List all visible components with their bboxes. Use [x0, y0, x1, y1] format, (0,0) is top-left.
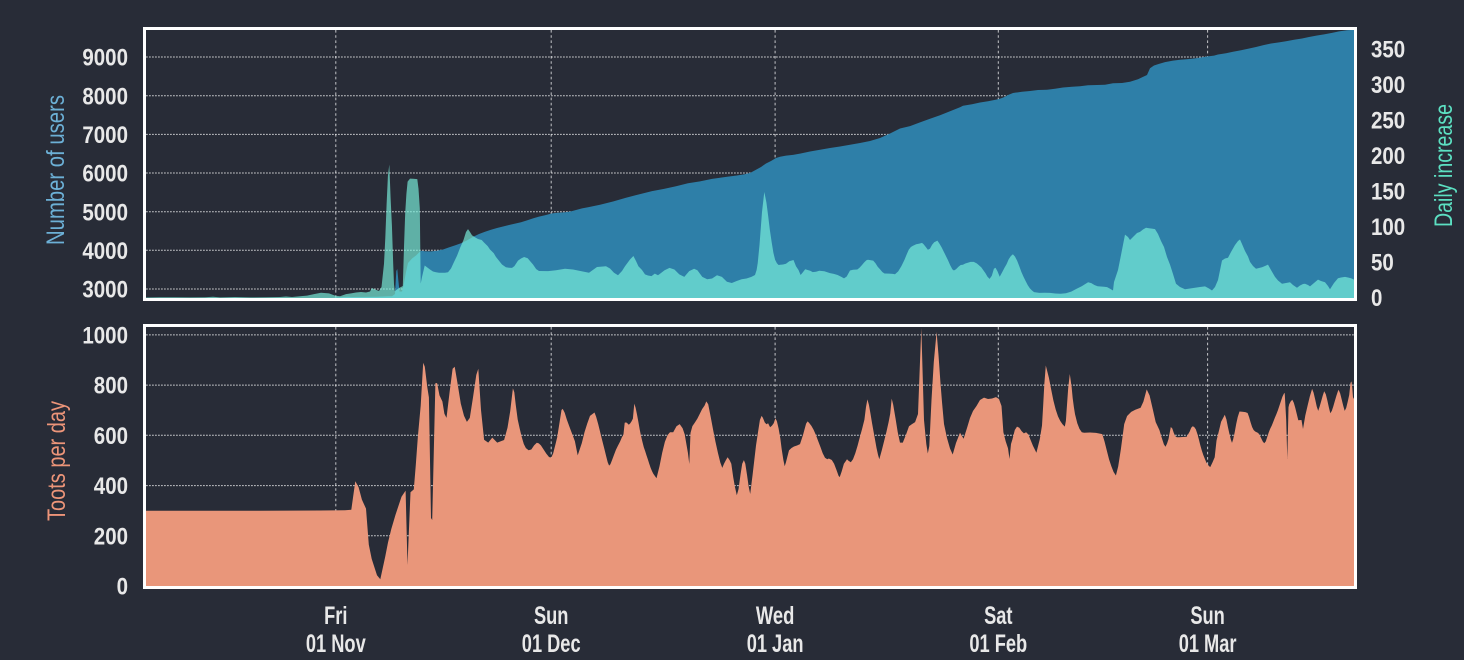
svg-text:7000: 7000	[82, 122, 128, 149]
svg-text:50: 50	[1371, 250, 1394, 277]
svg-text:9000: 9000	[82, 45, 128, 72]
svg-text:0: 0	[1371, 285, 1382, 312]
svg-text:Toots per day: Toots per day	[43, 401, 71, 521]
svg-text:01 Dec: 01 Dec	[522, 630, 581, 658]
svg-text:Number of users: Number of users	[42, 95, 70, 245]
svg-text:600: 600	[94, 423, 128, 450]
svg-text:0: 0	[117, 574, 128, 601]
svg-text:250: 250	[1371, 108, 1405, 135]
svg-text:5000: 5000	[82, 199, 128, 226]
svg-text:01 Mar: 01 Mar	[1179, 630, 1237, 658]
svg-text:400: 400	[94, 473, 128, 500]
svg-text:150: 150	[1371, 179, 1405, 206]
svg-text:100: 100	[1371, 214, 1405, 241]
svg-text:01 Nov: 01 Nov	[306, 630, 366, 658]
svg-text:Sun: Sun	[1190, 602, 1225, 630]
svg-text:1000: 1000	[82, 323, 128, 350]
svg-text:01 Feb: 01 Feb	[969, 630, 1027, 658]
svg-text:200: 200	[1371, 143, 1405, 170]
svg-text:350: 350	[1371, 37, 1405, 64]
svg-text:Sun: Sun	[534, 602, 569, 630]
svg-text:200: 200	[94, 523, 128, 550]
svg-text:3000: 3000	[82, 277, 128, 304]
svg-text:300: 300	[1371, 72, 1405, 99]
svg-text:8000: 8000	[82, 83, 128, 110]
svg-text:01 Jan: 01 Jan	[747, 630, 804, 658]
svg-text:Sat: Sat	[984, 602, 1013, 630]
svg-text:4000: 4000	[82, 238, 128, 265]
svg-text:Fri: Fri	[324, 602, 347, 630]
svg-text:6000: 6000	[82, 161, 128, 188]
svg-text:Daily increase: Daily increase	[1430, 104, 1458, 227]
svg-text:Wed: Wed	[756, 602, 795, 630]
svg-text:800: 800	[94, 373, 128, 400]
